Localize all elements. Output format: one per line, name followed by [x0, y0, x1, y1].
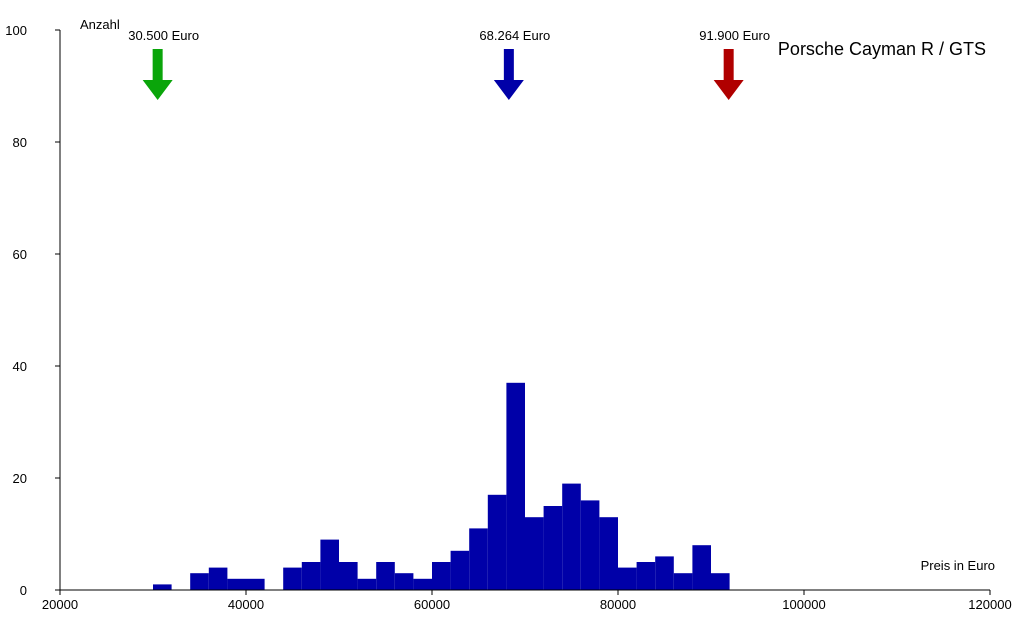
histogram-bar	[283, 567, 302, 590]
x-axis-ticks: 20000 40000 60000 80000 100000 120000	[42, 590, 1012, 612]
x-tick-label: 120000	[968, 597, 1011, 612]
y-tick-label: 100	[5, 23, 27, 38]
histogram-bar	[413, 578, 432, 590]
arrow-down-icon	[713, 49, 744, 100]
x-tick-label: 40000	[228, 597, 264, 612]
price-markers: 30.500 Euro 68.264 Euro 91.900 Euro	[128, 28, 770, 100]
histogram-bar	[246, 578, 265, 590]
histogram-bar	[711, 573, 730, 590]
y-tick-label: 60	[13, 247, 27, 262]
x-axis-label: Preis in Euro	[921, 558, 995, 573]
y-tick-label: 40	[13, 359, 27, 374]
y-axis-label: Anzahl	[80, 17, 120, 32]
y-tick-label: 80	[13, 135, 27, 150]
marker-label-mean: 68.264 Euro	[479, 28, 550, 43]
chart-title: Porsche Cayman R / GTS	[778, 39, 986, 59]
histogram-bar	[227, 578, 246, 590]
histogram-bar	[339, 562, 358, 590]
histogram-bars	[153, 382, 730, 590]
arrow-down-icon	[142, 49, 173, 100]
histogram-bar	[692, 545, 711, 590]
histogram-bar	[376, 562, 395, 590]
histogram-bar	[580, 500, 600, 590]
histogram-bar	[562, 483, 581, 590]
histogram-bar	[357, 578, 377, 590]
histogram-bar	[487, 494, 507, 590]
histogram-bar	[525, 517, 544, 590]
x-tick-label: 60000	[414, 597, 450, 612]
y-axis-ticks: 0 20 40 60 80 100	[5, 23, 60, 598]
histogram-bar	[543, 506, 563, 590]
y-tick-label: 0	[20, 583, 27, 598]
arrow-down-icon	[493, 49, 524, 100]
x-tick-label: 80000	[600, 597, 636, 612]
y-tick-label: 20	[13, 471, 27, 486]
marker-label-min: 30.500 Euro	[128, 28, 199, 43]
histogram-bar	[394, 573, 414, 590]
histogram-bar	[618, 567, 637, 590]
histogram-bar	[599, 517, 618, 590]
histogram-bar	[655, 556, 674, 590]
histogram-bar	[153, 584, 172, 590]
histogram-bar	[208, 567, 228, 590]
histogram-bar	[190, 573, 209, 590]
histogram-bar	[450, 550, 470, 590]
histogram-bar	[432, 562, 451, 590]
histogram-bar	[469, 528, 488, 590]
histogram-bar	[506, 382, 525, 590]
histogram-bar	[636, 562, 656, 590]
histogram-bar	[673, 573, 693, 590]
x-tick-label: 20000	[42, 597, 78, 612]
x-tick-label: 100000	[782, 597, 825, 612]
marker-label-max: 91.900 Euro	[699, 28, 770, 43]
histogram-bar	[320, 539, 339, 590]
histogram-bar	[301, 562, 321, 590]
